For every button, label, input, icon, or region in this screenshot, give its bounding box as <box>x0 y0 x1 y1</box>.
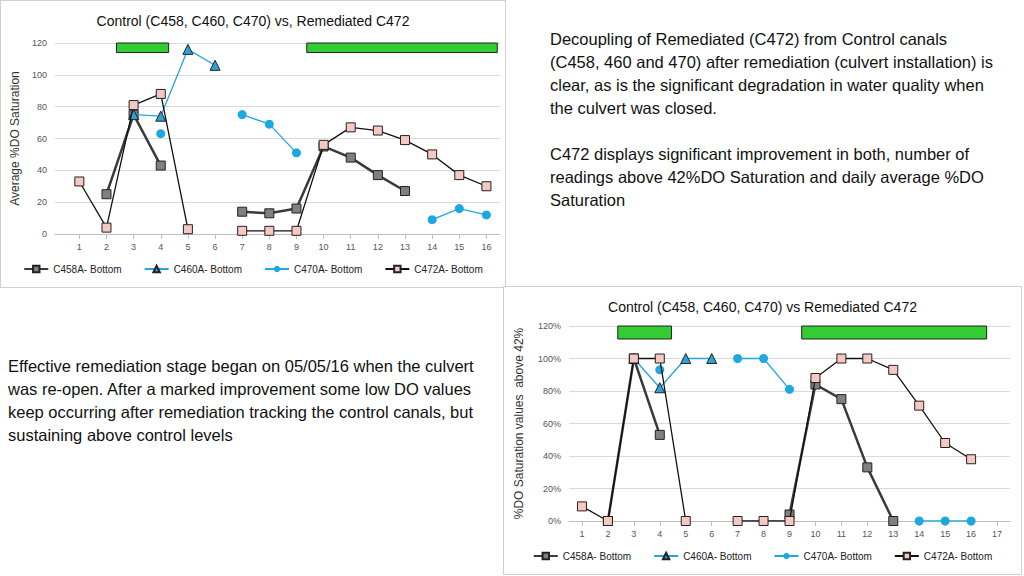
svg-text:Control (C458, C460, C470) vs: Control (C458, C460, C470) vs Remediated… <box>608 299 917 315</box>
svg-text:C470A- Bottom: C470A- Bottom <box>294 264 362 275</box>
svg-text:10: 10 <box>810 529 820 539</box>
svg-text:13: 13 <box>888 529 898 539</box>
svg-text:4: 4 <box>158 242 163 252</box>
svg-text:C460A- Bottom: C460A- Bottom <box>683 551 751 562</box>
svg-text:0: 0 <box>42 229 47 239</box>
svg-text:9: 9 <box>787 529 792 539</box>
svg-text:2: 2 <box>605 529 610 539</box>
svg-text:7: 7 <box>240 242 245 252</box>
svg-text:12: 12 <box>373 242 383 252</box>
svg-text:5: 5 <box>185 242 190 252</box>
html-text:C472 displays significant impr: C472 displays significant improvement in… <box>550 145 984 209</box>
svg-text:11: 11 <box>837 529 846 539</box>
svg-text:9: 9 <box>294 242 299 252</box>
html-text:Effective remediation stage be: Effective remediation stage began on 05/… <box>8 357 474 444</box>
svg-text:20%: 20% <box>543 484 561 494</box>
svg-text:6: 6 <box>709 529 714 539</box>
svg-text:1: 1 <box>579 529 584 539</box>
svg-text:16: 16 <box>481 242 491 252</box>
html-text:Decoupling of Remediated (C472: Decoupling of Remediated (C472) from Con… <box>550 30 993 117</box>
svg-text:12: 12 <box>862 529 872 539</box>
svg-text:C460A- Bottom: C460A- Bottom <box>174 264 242 275</box>
svg-text:120: 120 <box>32 38 47 48</box>
svg-text:C458A- Bottom: C458A- Bottom <box>53 264 121 275</box>
svg-text:11: 11 <box>346 242 355 252</box>
svg-text:100%: 100% <box>538 354 561 364</box>
svg-text:3: 3 <box>131 242 136 252</box>
svg-text:16: 16 <box>966 529 976 539</box>
svg-text:7: 7 <box>735 529 740 539</box>
svg-text:%DO Saturation values above 4: %DO Saturation values above 42% <box>512 327 526 519</box>
svg-text:10: 10 <box>319 242 329 252</box>
svg-text:14: 14 <box>427 242 437 252</box>
svg-text:60: 60 <box>37 134 47 144</box>
svg-text:3: 3 <box>631 529 636 539</box>
svg-text:C470A- Bottom: C470A- Bottom <box>804 551 872 562</box>
svg-text:8: 8 <box>267 242 272 252</box>
svg-text:17: 17 <box>992 529 1002 539</box>
svg-text:80: 80 <box>37 102 47 112</box>
svg-text:120%: 120% <box>538 321 561 331</box>
svg-text:14: 14 <box>914 529 924 539</box>
svg-text:15: 15 <box>454 242 464 252</box>
svg-text:13: 13 <box>400 242 410 252</box>
svg-text:40: 40 <box>37 165 47 175</box>
svg-text:0%: 0% <box>548 516 561 526</box>
svg-text:2: 2 <box>104 242 109 252</box>
svg-text:6: 6 <box>213 242 218 252</box>
svg-text:Average %DO Saturation: Average %DO Saturation <box>8 71 22 206</box>
svg-text:C458A- Bottom: C458A- Bottom <box>563 551 631 562</box>
svg-text:100: 100 <box>32 70 47 80</box>
svg-text:80%: 80% <box>543 386 561 396</box>
svg-text:8: 8 <box>761 529 766 539</box>
svg-text:Control (C458, C460, C470) vs,: Control (C458, C460, C470) vs, Remediate… <box>97 13 410 29</box>
svg-text:40%: 40% <box>543 451 561 461</box>
svg-text:4: 4 <box>657 529 662 539</box>
svg-text:C472A- Bottom: C472A- Bottom <box>414 264 482 275</box>
svg-text:15: 15 <box>940 529 950 539</box>
svg-text:1: 1 <box>77 242 82 252</box>
svg-text:60%: 60% <box>543 419 561 429</box>
svg-text:5: 5 <box>683 529 688 539</box>
svg-text:C472A- Bottom: C472A- Bottom <box>924 551 992 562</box>
svg-text:20: 20 <box>37 197 47 207</box>
